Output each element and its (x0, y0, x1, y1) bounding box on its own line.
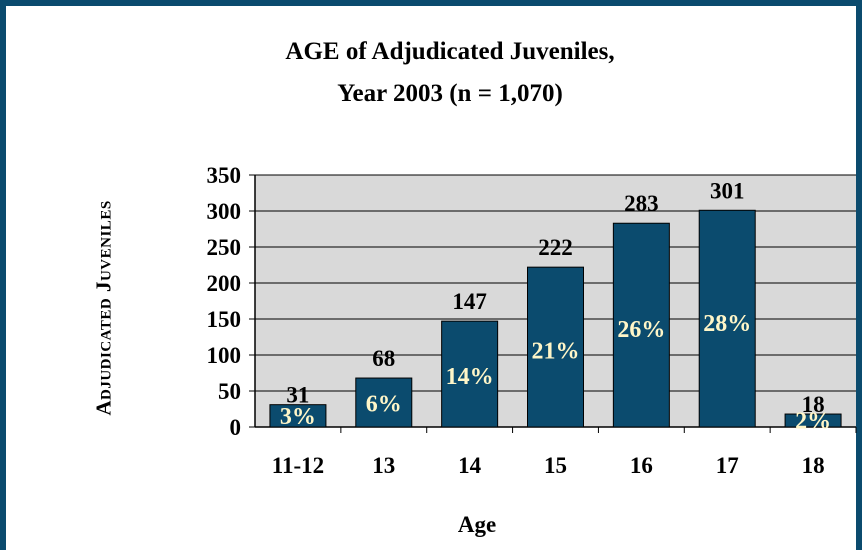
bar (527, 266, 584, 428)
y-tick-label: 0 (230, 415, 242, 440)
percent-label: 6% (366, 391, 402, 417)
y-tick-label: 350 (207, 163, 242, 188)
x-tick-label: 18 (802, 453, 825, 478)
y-tick-label: 100 (207, 343, 242, 368)
bar (612, 222, 670, 428)
data-label: 301 (710, 178, 745, 203)
y-tick-label: 250 (207, 235, 242, 260)
chart-subtitle: Year 2003 (n = 1,070) (337, 80, 563, 107)
data-label: 283 (624, 191, 659, 216)
data-label: 31 (286, 383, 309, 408)
x-tick-label: 16 (630, 453, 653, 478)
chart-title: AGE of Adjudicated Juveniles, (285, 38, 615, 65)
y-tick-label: 150 (207, 307, 242, 332)
data-label: 18 (802, 392, 825, 417)
x-axis-label: Age (457, 512, 497, 537)
x-tick-label: 13 (372, 453, 395, 478)
x-tick-label: 11-12 (272, 453, 324, 478)
bar (269, 404, 327, 428)
bar (355, 377, 413, 428)
y-tick-label: 300 (207, 199, 242, 224)
data-label: 147 (452, 289, 487, 314)
bar (441, 320, 499, 428)
percent-label: 26% (617, 317, 665, 343)
x-tick-label: 15 (544, 453, 567, 478)
percent-label: 2% (795, 409, 831, 435)
data-label: 68 (372, 346, 395, 371)
data-label: 222 (538, 235, 573, 260)
bar (698, 209, 756, 428)
percent-label: 28% (703, 311, 751, 337)
bar (784, 413, 842, 428)
percent-label: 21% (532, 338, 580, 364)
percent-label: 14% (446, 364, 494, 390)
y-tick-label: 200 (207, 271, 242, 296)
y-tick-label: 50 (218, 379, 241, 404)
x-tick-label: 17 (716, 453, 739, 478)
x-tick-label: 14 (458, 453, 482, 478)
percent-label: 3% (280, 404, 316, 430)
